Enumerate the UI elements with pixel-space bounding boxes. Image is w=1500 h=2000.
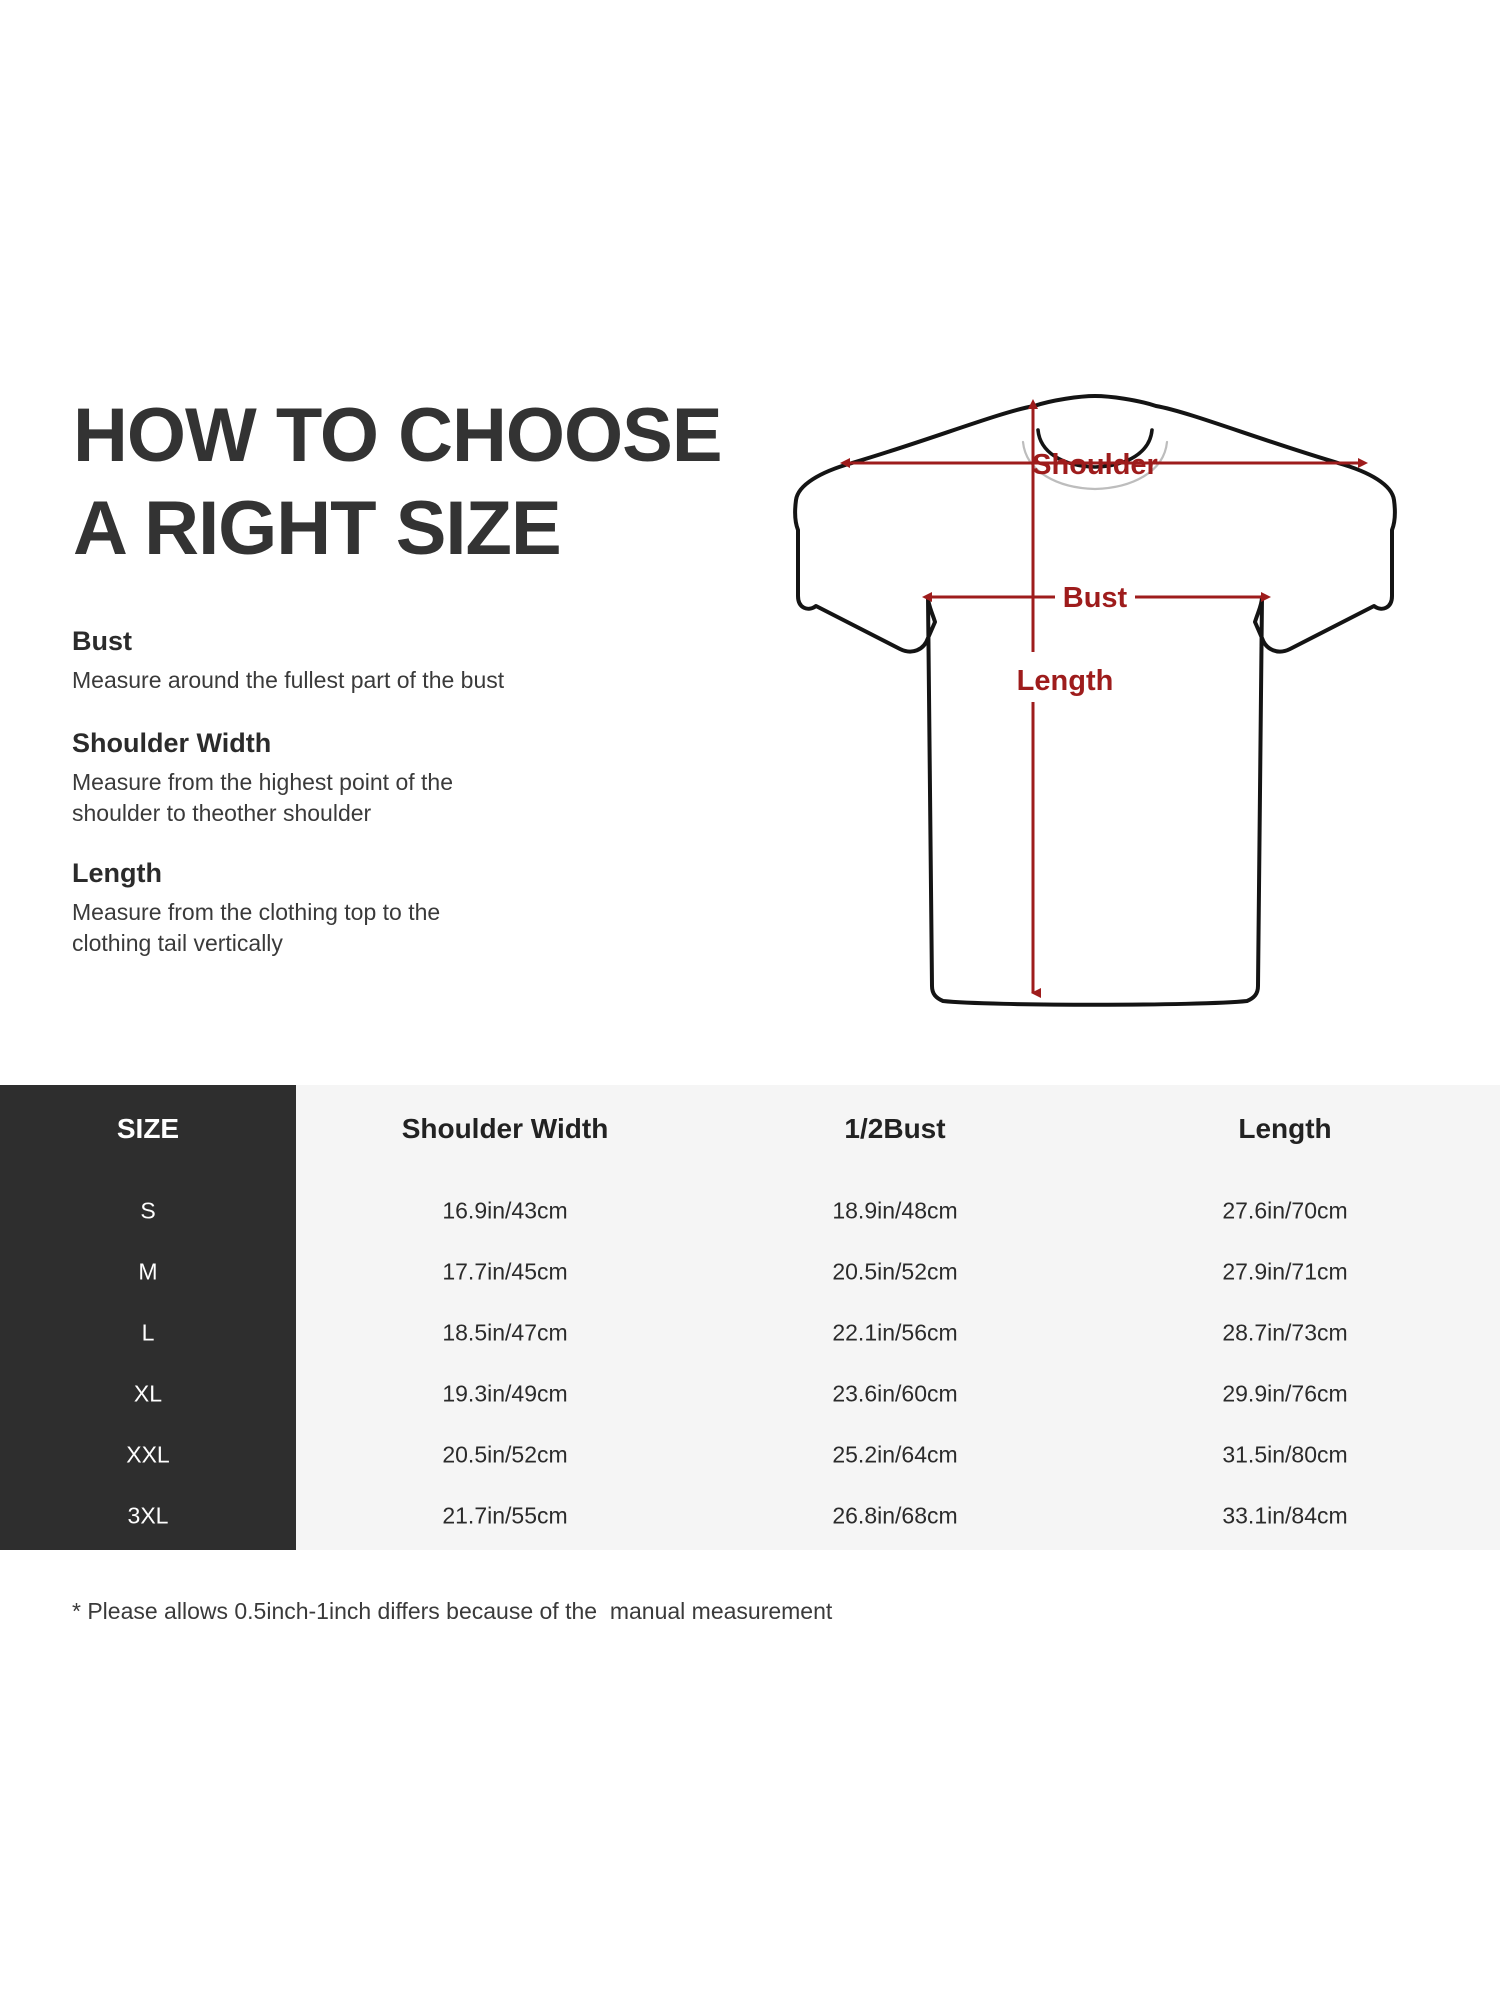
svg-text:Bust: Bust [1063, 582, 1128, 614]
svg-text:Shoulder: Shoulder [1032, 449, 1158, 481]
svg-text:Length: Length [1017, 665, 1114, 697]
